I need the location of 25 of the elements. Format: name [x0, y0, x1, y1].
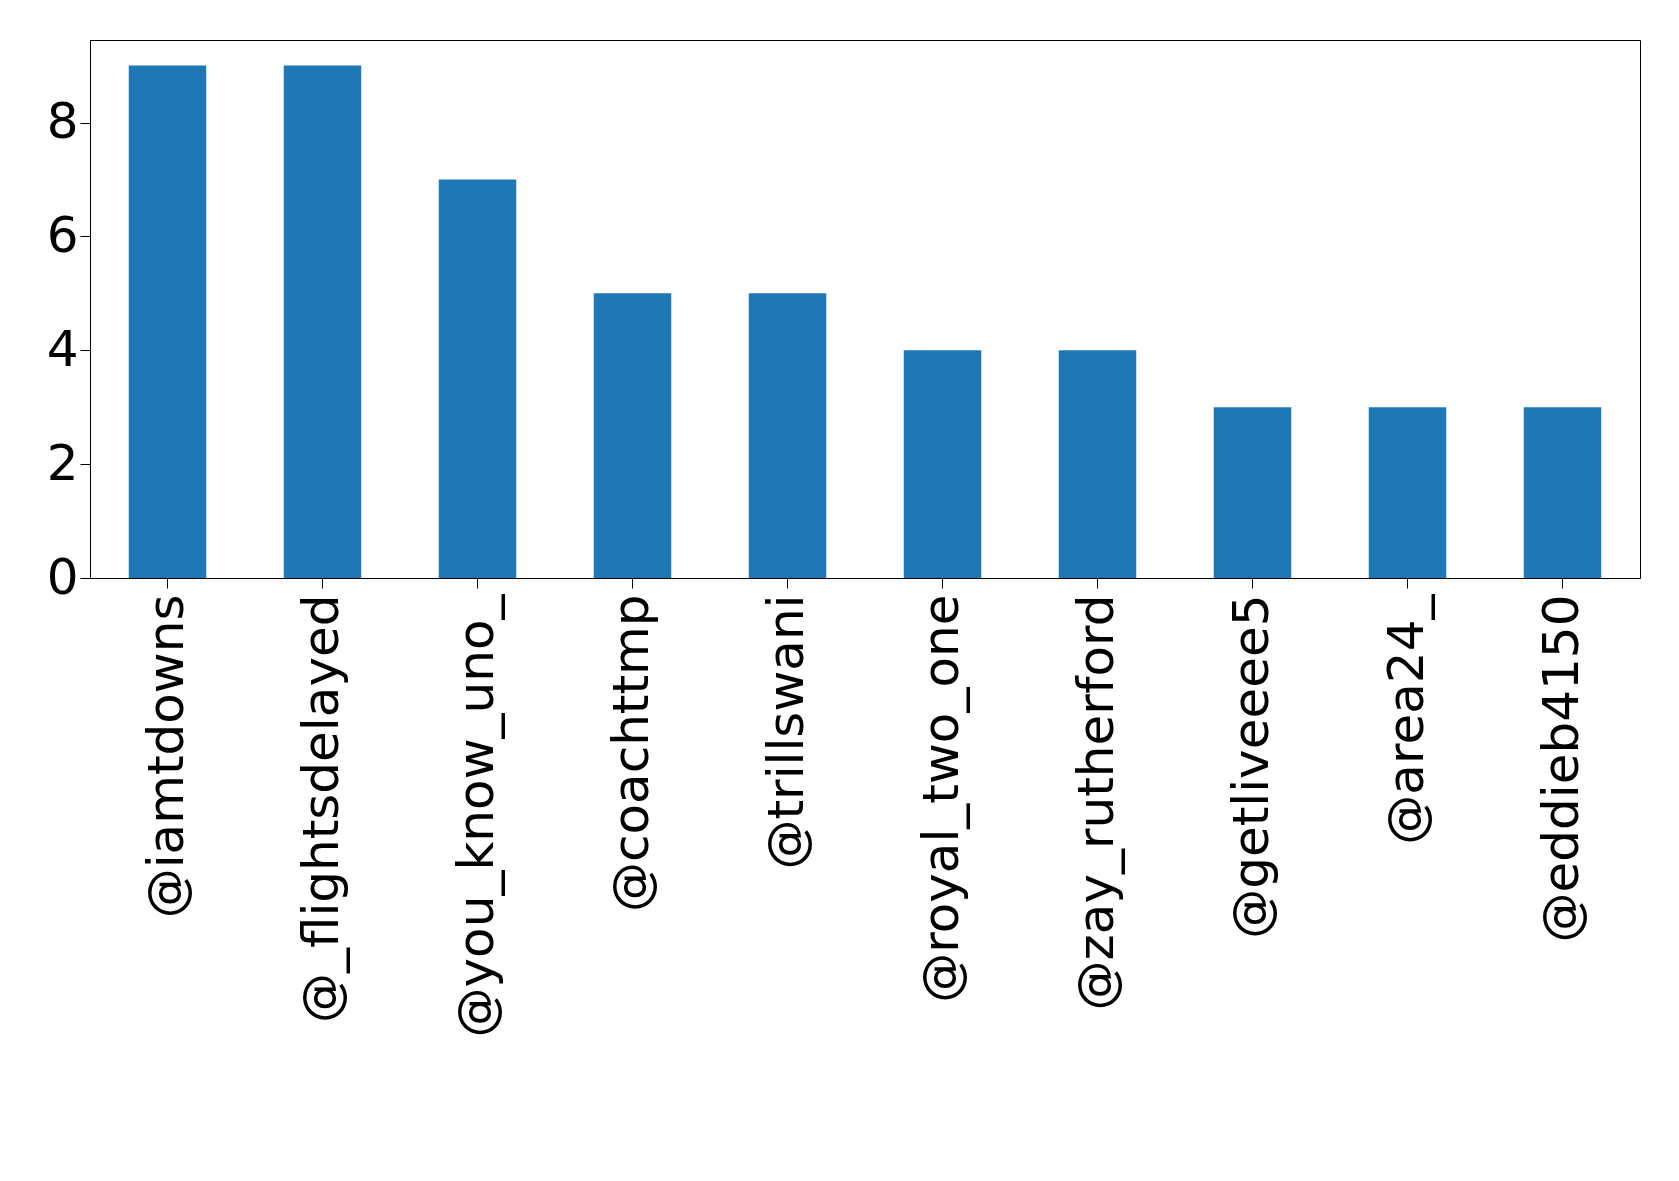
x-tick-label: @iamtdowns: [136, 594, 195, 919]
y-tick-label: 0: [46, 547, 79, 606]
x-tick-label: @area24_: [1376, 593, 1435, 845]
x-tick-label: @you_know_uno_: [446, 593, 505, 1038]
bar: [1058, 350, 1137, 578]
x-tick-label: @_flightsdelayed: [291, 594, 350, 1024]
bar: [1368, 407, 1447, 578]
y-tick-label: 2: [46, 433, 79, 492]
bar: [128, 65, 207, 578]
bar: [748, 293, 827, 578]
x-tick-label: @trillswani: [756, 594, 815, 870]
x-tick-label: @royal_two_one: [911, 594, 970, 1003]
bar: [1213, 407, 1292, 578]
bar: [438, 179, 517, 578]
bar: [1523, 407, 1602, 578]
x-tick-label: @getliveeee5: [1221, 594, 1280, 939]
bar: [903, 350, 982, 578]
x-tick-label: @coachttmp: [601, 594, 660, 913]
x-tick-label: @zay_rutherford: [1066, 594, 1125, 1011]
y-tick-label: 6: [46, 205, 79, 264]
x-tick-label: @eddieb4150: [1531, 594, 1590, 943]
y-tick-label: 4: [46, 319, 79, 378]
y-tick-label: 8: [46, 92, 79, 151]
bar: [283, 65, 362, 578]
bar: [593, 293, 672, 578]
